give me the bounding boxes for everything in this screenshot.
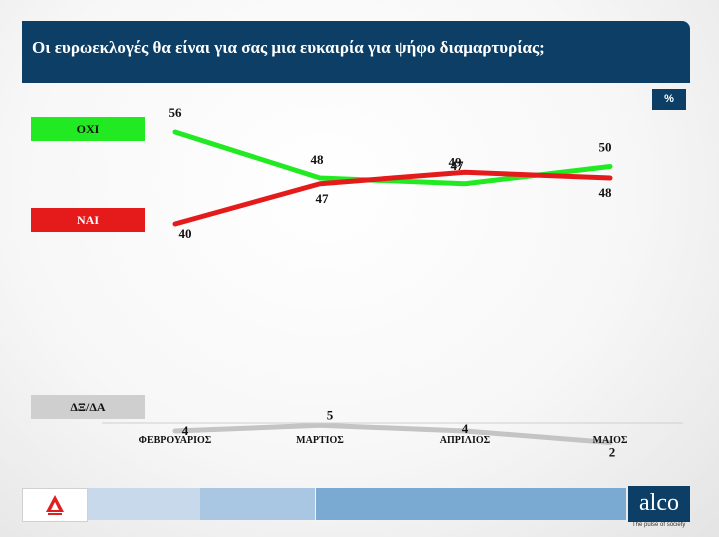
data-label-nai-1: 47 [316, 191, 330, 206]
x-tick-label-3: ΜΑΙΟΣ [593, 435, 628, 446]
x-tick-label-0: ΦΕΒΡΟΥΑΡΙΟΣ [139, 435, 212, 446]
series-line-nai [172, 169, 613, 227]
data-label-nai-2: 49 [449, 154, 463, 169]
data-label-dk-0: 4 [182, 423, 189, 438]
data-label-oxi-2: 47 [451, 158, 465, 173]
data-label-nai-0: 40 [179, 226, 192, 241]
data-label-dk-2: 4 [462, 421, 469, 436]
news-channel-logo-icon [46, 495, 64, 515]
legend-dk: ΔΞ/ΔΑ [31, 395, 145, 419]
data-label-oxi-0: 56 [169, 105, 183, 120]
header-bar: Οι ευρωεκλογές θα είναι για σας μια ευκα… [22, 21, 690, 83]
alco-logo: alco [628, 486, 690, 522]
data-label-oxi-3: 50 [599, 140, 612, 155]
footer-segment-3 [316, 488, 626, 520]
x-tick-label-2: ΑΠΡΙΛΙΟΣ [440, 435, 491, 446]
series-line-dk [172, 422, 613, 445]
footer-logo-box [22, 488, 88, 522]
data-label-nai-3: 48 [599, 185, 613, 200]
data-label-dk-1: 5 [327, 407, 334, 422]
data-label-dk-3: 2 [609, 445, 616, 460]
chart-title: Οι ευρωεκλογές θα είναι για σας μια ευκα… [32, 38, 545, 57]
data-label-oxi-1: 48 [311, 152, 325, 167]
footer-segment-1 [88, 488, 218, 520]
legend-nai: ΝΑΙ [31, 208, 145, 232]
unit-badge: % [652, 89, 686, 110]
legend-oxi: ΟΧΙ [31, 117, 145, 141]
alco-tagline: The pulse of society [632, 522, 686, 528]
footer-segment-2 [200, 488, 315, 520]
x-tick-label-1: ΜΑΡΤΙΟΣ [296, 435, 344, 446]
footer-bar: alco [22, 486, 690, 522]
